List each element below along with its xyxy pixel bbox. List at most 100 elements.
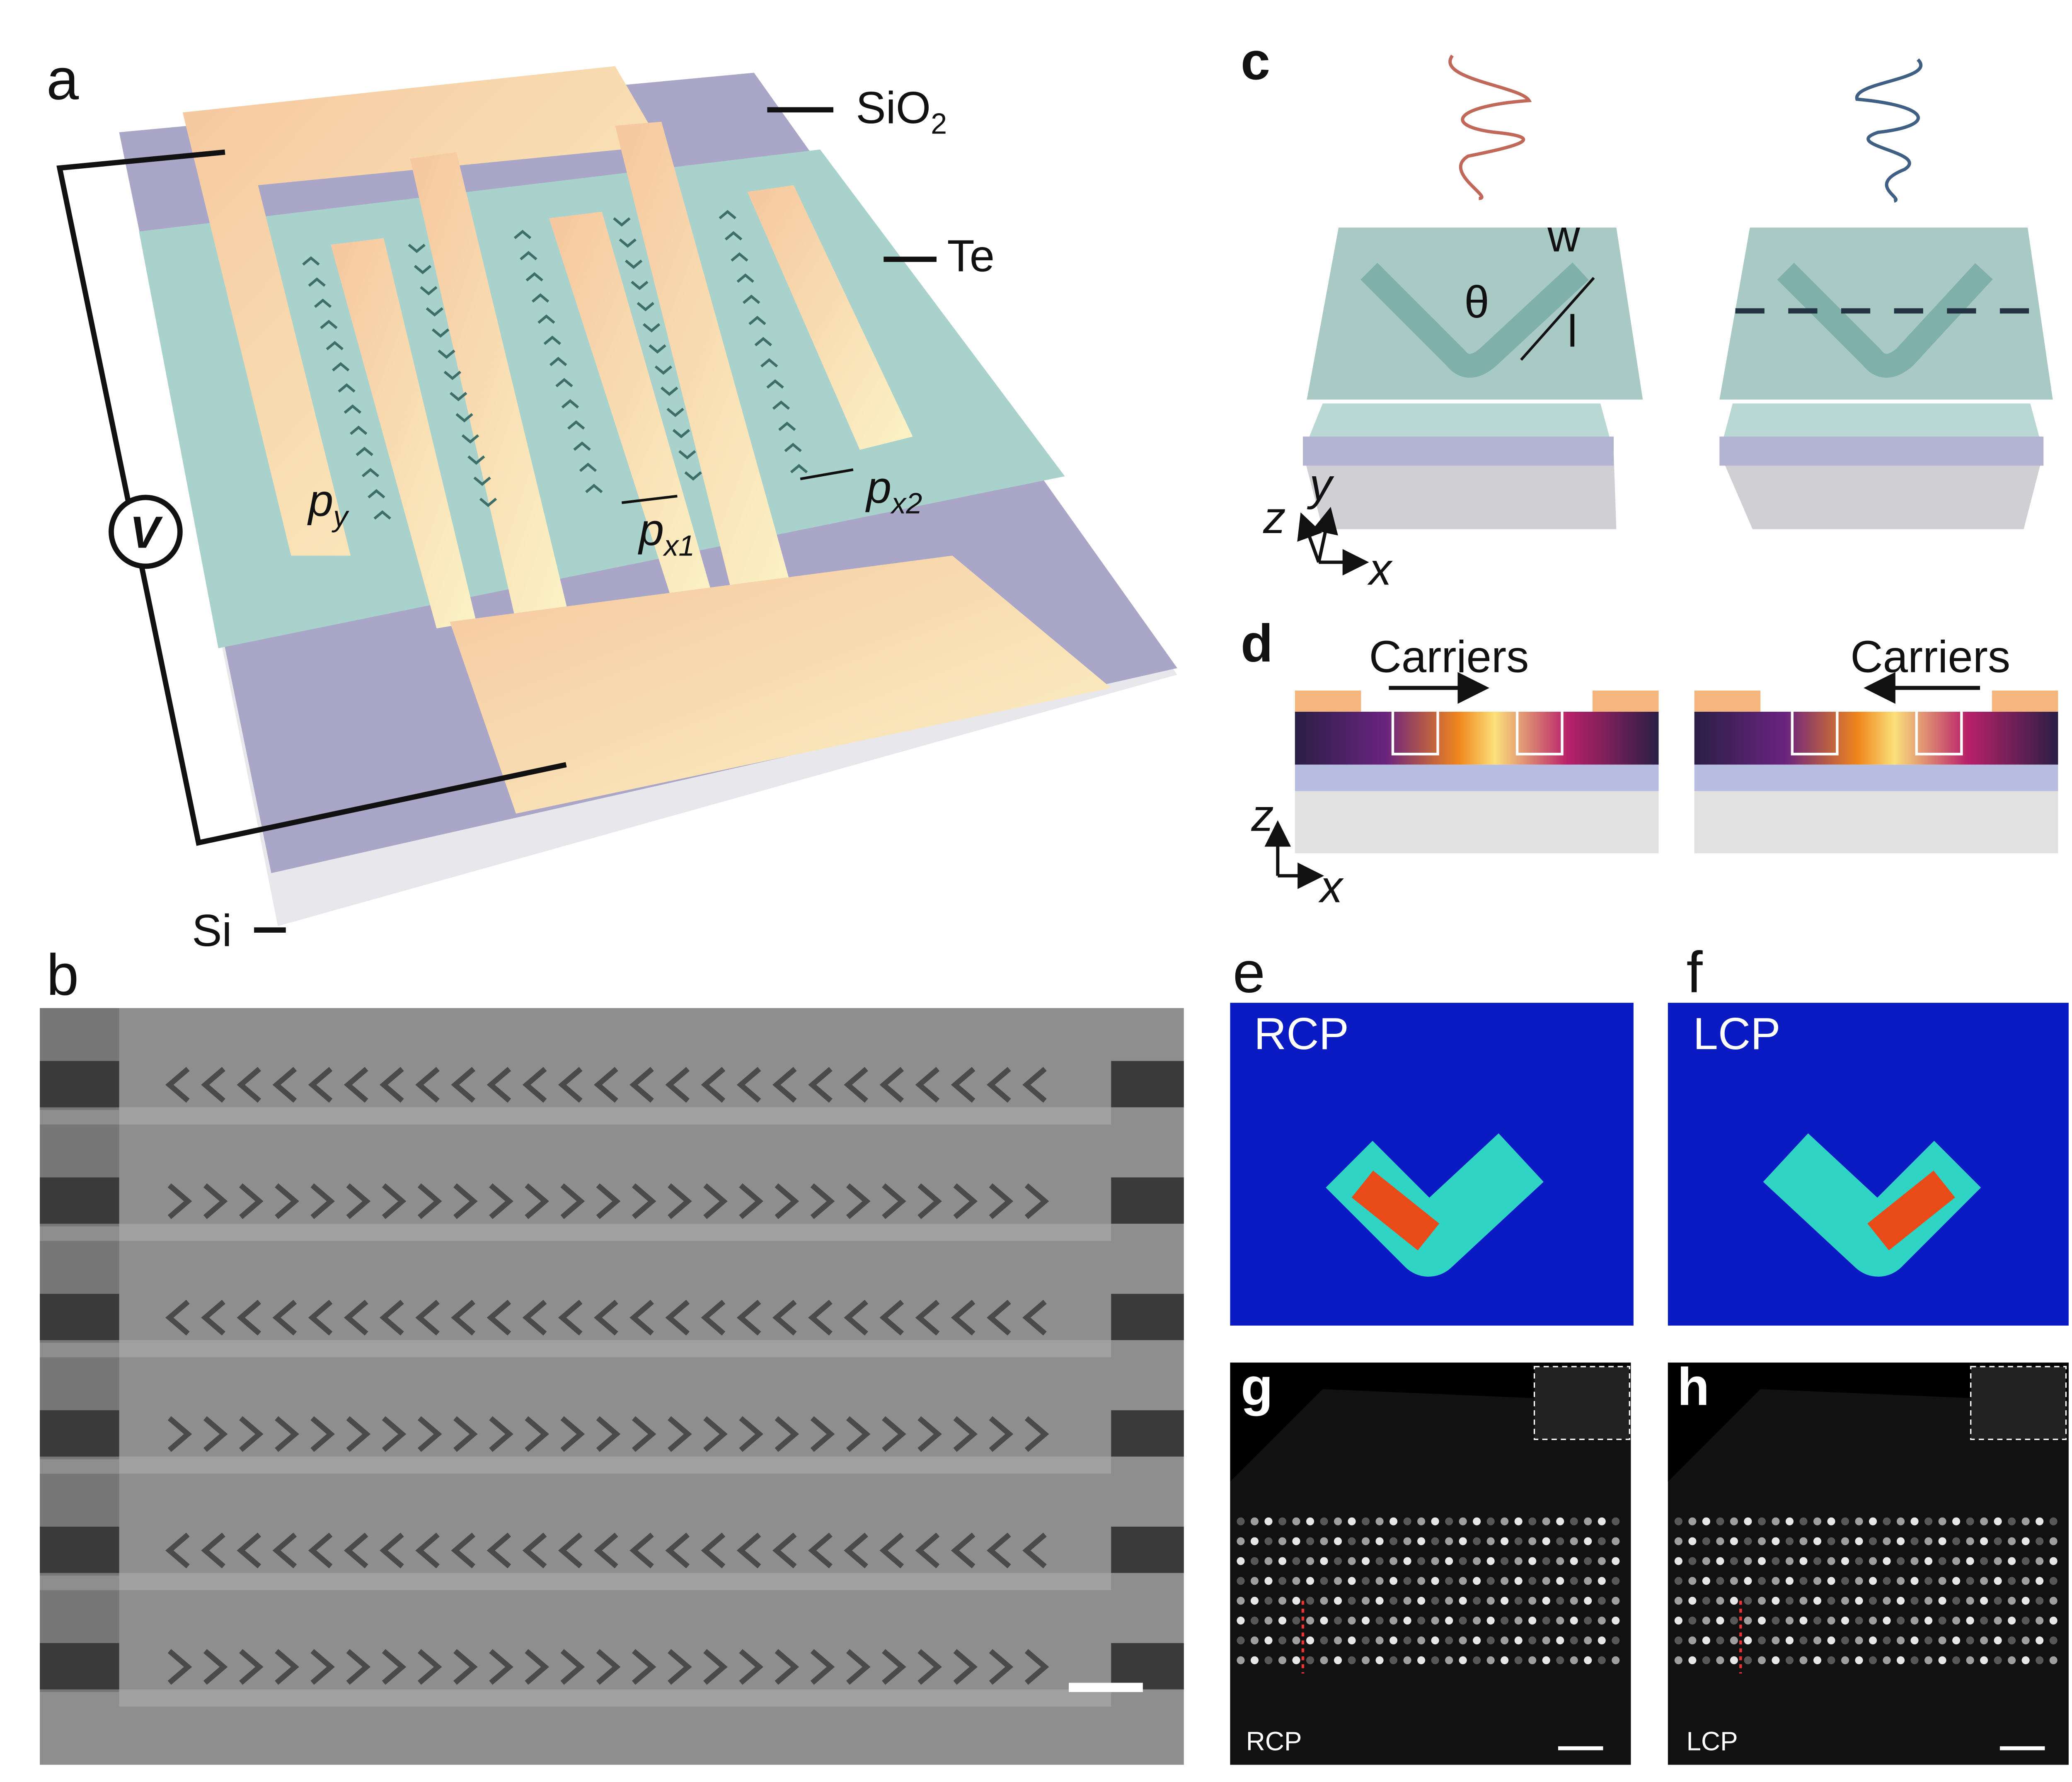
photocurrent-spot xyxy=(1501,1617,1509,1625)
sem-chevron xyxy=(346,1649,371,1685)
photocurrent-spot xyxy=(1994,1617,2002,1625)
panel-letter-c: c xyxy=(1241,32,1270,91)
photocurrent-spot xyxy=(1785,1537,1794,1545)
sem-chevron xyxy=(346,1416,371,1452)
photocurrent-spot xyxy=(1264,1537,1273,1545)
photocurrent-spot xyxy=(1716,1656,1724,1664)
sem-chevron xyxy=(1022,1532,1047,1569)
photocurrent-spot xyxy=(1966,1636,1974,1645)
photocurrent-spot xyxy=(1320,1517,1328,1525)
sem-chevron xyxy=(558,1300,583,1336)
photocurrent-spot xyxy=(1445,1636,1453,1645)
photocurrent-spot xyxy=(1403,1517,1411,1525)
panel-letter-f: f xyxy=(1687,940,1703,1005)
photocurrent-spot xyxy=(1598,1617,1606,1625)
photocurrent-spot xyxy=(1896,1597,1905,1605)
photocurrent-spot xyxy=(1827,1557,1835,1565)
lcp-label: LCP xyxy=(1687,1726,1738,1756)
sem-chevron xyxy=(668,1649,692,1685)
sem-chevron xyxy=(415,1067,440,1103)
photocurrent-spot xyxy=(1542,1656,1550,1664)
chevron-mark xyxy=(450,392,467,401)
photocurrent-spot xyxy=(1250,1537,1259,1545)
sem-chevron xyxy=(629,1532,654,1569)
sem-chevron xyxy=(451,1300,476,1336)
photocurrent-spot xyxy=(1459,1577,1467,1585)
photocurrent-spot xyxy=(1473,1577,1481,1585)
photocurrent-spot xyxy=(1237,1636,1245,1645)
photocurrent-spot xyxy=(1431,1557,1439,1565)
photocurrent-spot xyxy=(1389,1636,1398,1645)
sem-chevron xyxy=(167,1183,192,1220)
photocurrent-spot xyxy=(1584,1517,1592,1525)
photocurrent-spot xyxy=(1855,1577,1863,1585)
photocurrent-spot xyxy=(1910,1537,1919,1545)
photocurrent-spot xyxy=(1785,1636,1794,1645)
photocurrent-spot xyxy=(1514,1617,1523,1625)
photocurrent-spot xyxy=(1417,1537,1426,1545)
panel-letter-h: h xyxy=(1677,1357,1709,1416)
sem-image xyxy=(40,1008,1184,1765)
angle-label: θ xyxy=(1464,277,1489,327)
sem-chevron xyxy=(203,1649,228,1685)
photocurrent-spot xyxy=(1980,1517,1988,1525)
photocurrent-spot xyxy=(1348,1636,1356,1645)
photocurrent-spot xyxy=(1264,1557,1273,1565)
photocurrent-spot xyxy=(1869,1537,1877,1545)
sem-chevron xyxy=(844,1067,868,1103)
axis-z-label: z xyxy=(1263,492,1285,543)
rcp-beam xyxy=(1448,54,1532,200)
photocurrent-spot xyxy=(1869,1557,1877,1565)
photocurrent-spot xyxy=(1994,1537,2002,1545)
length-label: l xyxy=(1567,306,1577,356)
photocurrent-spot xyxy=(1785,1577,1794,1585)
photocurrent-spot xyxy=(1883,1577,1891,1585)
photocurrent-spot xyxy=(1459,1597,1467,1605)
sem-gap xyxy=(1111,1294,1184,1341)
photocurrent-spot xyxy=(1375,1636,1384,1645)
photocurrent-spot xyxy=(1348,1656,1356,1664)
sem-chevron xyxy=(417,1649,442,1685)
chevron-mark xyxy=(579,463,597,472)
photocurrent-spot xyxy=(1612,1656,1620,1664)
photocurrent-spot xyxy=(1980,1636,1988,1645)
panel-letter-e: e xyxy=(1233,940,1265,1005)
panel-e: e RCP xyxy=(1230,940,1634,1326)
sem-chevron xyxy=(344,1532,368,1569)
sem-chevron xyxy=(201,1067,225,1103)
photocurrent-spot xyxy=(1612,1617,1620,1625)
photocurrent-spot xyxy=(1799,1517,1808,1525)
panel-letter-g: g xyxy=(1241,1357,1273,1416)
photocurrent-spot xyxy=(1813,1597,1822,1605)
sem-chevron xyxy=(810,1649,835,1685)
photocurrent-spot xyxy=(1980,1537,1988,1545)
sem-chevron xyxy=(668,1183,692,1220)
chevron-mark xyxy=(760,358,778,368)
photocurrent-spot xyxy=(1827,1656,1835,1664)
photocurrent-spot xyxy=(1501,1656,1509,1664)
photocurrent-spot xyxy=(1237,1577,1245,1585)
photocurrent-spot xyxy=(1612,1597,1620,1605)
photocurrent-spot xyxy=(1292,1517,1300,1525)
sem-chevron xyxy=(989,1183,1014,1220)
sem-chevron xyxy=(310,1183,335,1220)
photocurrent-spot xyxy=(1486,1636,1495,1645)
sem-chevron xyxy=(453,1649,478,1685)
photocurrent-map-g xyxy=(1230,1363,1631,1674)
photocurrent-spot xyxy=(1772,1517,1780,1525)
photocurrent-spot xyxy=(1362,1537,1370,1545)
sem-chevron xyxy=(596,1649,621,1685)
photocurrent-spot xyxy=(1431,1577,1439,1585)
panel-letter-d: d xyxy=(1241,614,1273,673)
photocurrent-spot xyxy=(1980,1617,1988,1625)
photocurrent-spot xyxy=(1334,1577,1342,1585)
sem-chevron xyxy=(596,1416,621,1452)
sem-chevron xyxy=(310,1416,335,1452)
photocurrent-spot xyxy=(1292,1636,1300,1645)
sem-chevron xyxy=(915,1532,940,1569)
photocurrent-spot xyxy=(1855,1656,1863,1664)
photocurrent-spot xyxy=(1688,1597,1697,1605)
chevron-mark xyxy=(573,441,591,451)
chevron-mark xyxy=(555,378,573,388)
photocurrent-spot xyxy=(1702,1517,1710,1525)
